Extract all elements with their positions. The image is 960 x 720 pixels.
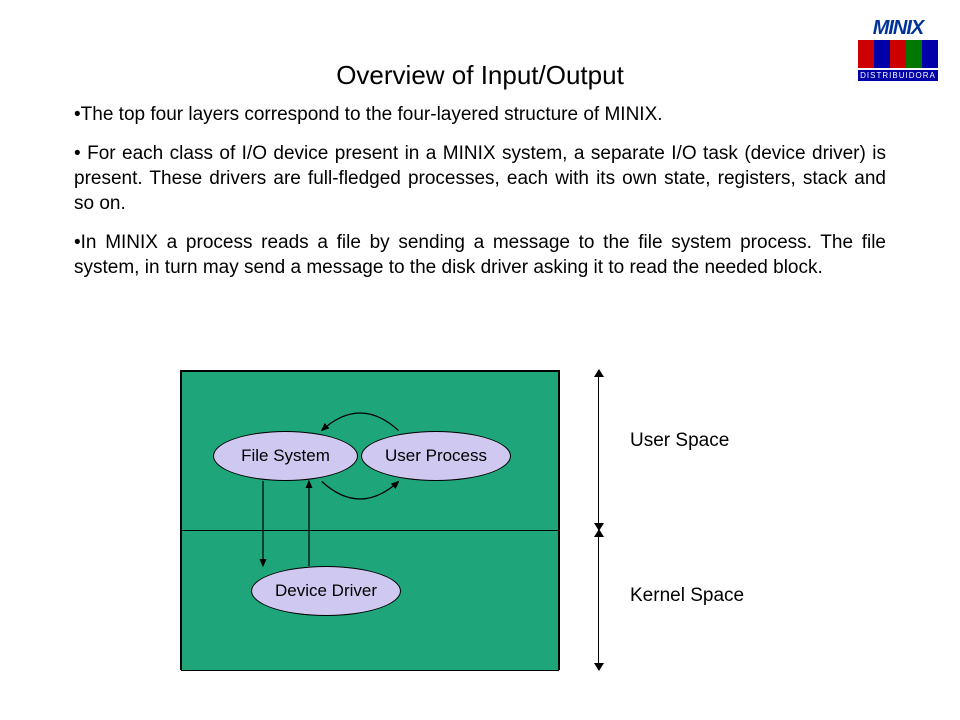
logo-brand: MINIX <box>858 18 938 38</box>
system-box: File System User Process Device Driver <box>180 370 560 670</box>
bullet-1: •The top four layers correspond to the f… <box>74 102 886 127</box>
label-user-space: User Space <box>630 430 729 452</box>
node-device-driver: Device Driver <box>251 566 401 616</box>
bullet-2: • For each class of I/O device present i… <box>74 141 886 216</box>
diagram: File System User Process Device Driver U… <box>180 370 800 690</box>
user-space-axis <box>598 370 599 530</box>
node-file-system: File System <box>213 431 358 481</box>
body-text: •The top four layers correspond to the f… <box>74 102 886 294</box>
node-user-process: User Process <box>361 431 511 481</box>
bullet-3: •In MINIX a process reads a file by send… <box>74 230 886 280</box>
kernel-space-axis <box>598 530 599 670</box>
label-kernel-space: Kernel Space <box>630 585 744 607</box>
page-title: Overview of Input/Output <box>0 60 960 91</box>
